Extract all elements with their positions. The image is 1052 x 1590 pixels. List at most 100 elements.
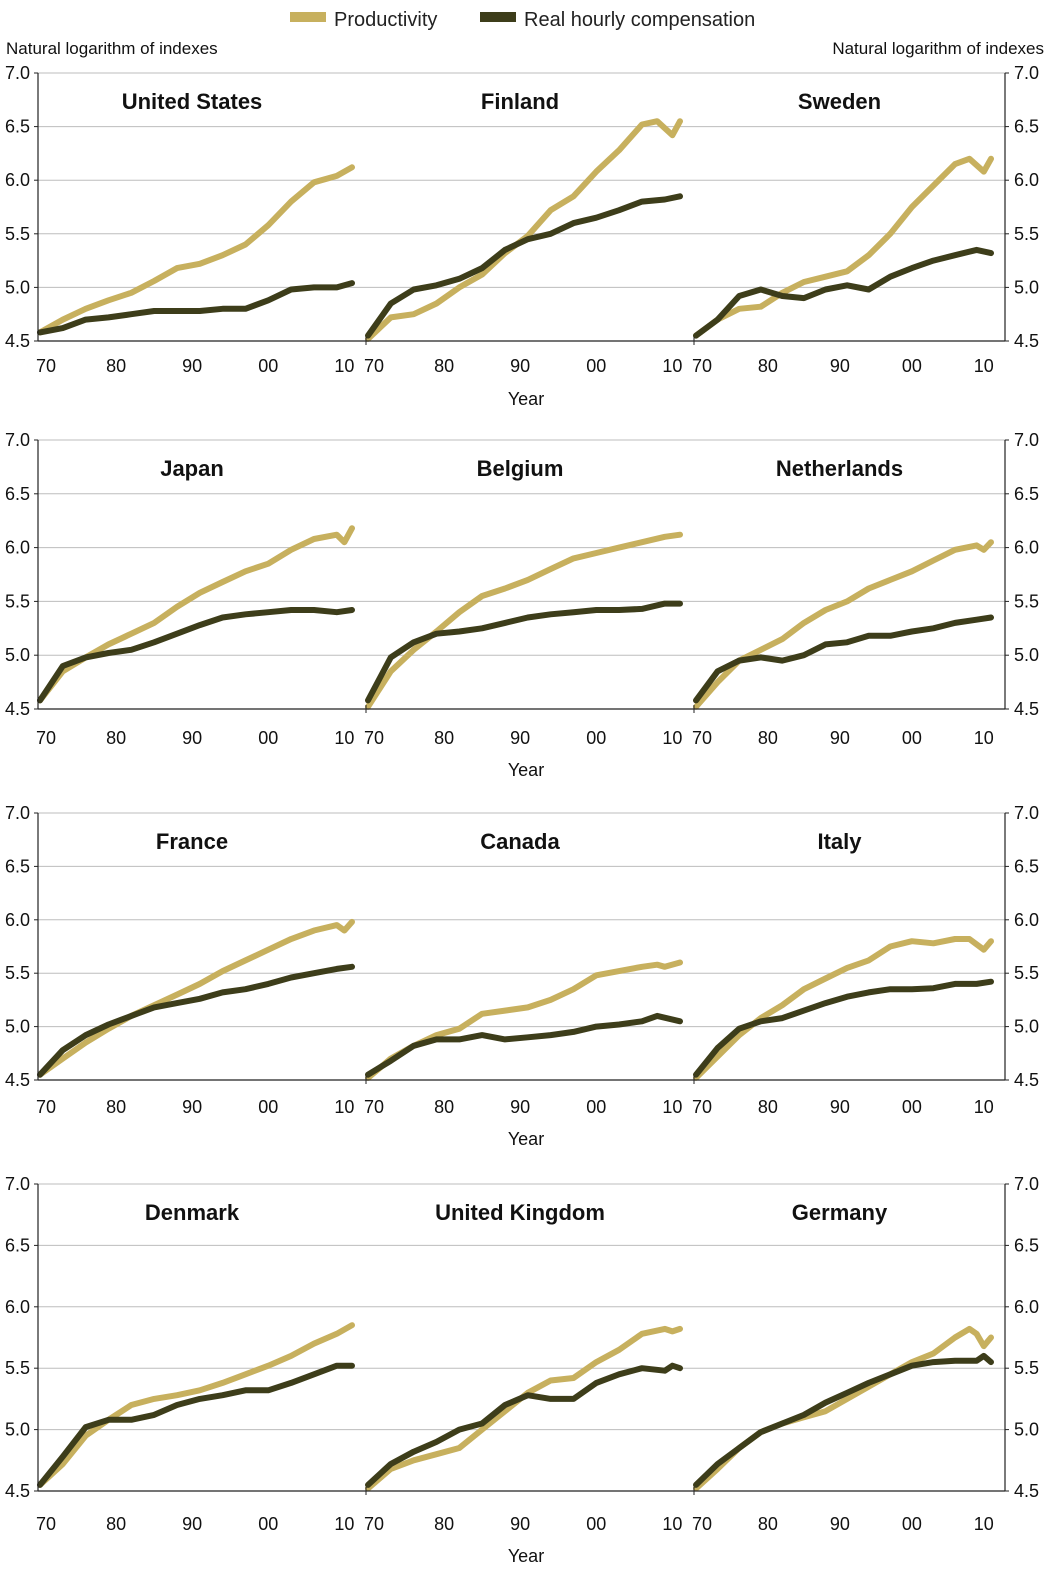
x-tick-label: 90: [182, 1097, 202, 1117]
y-tick-label-left: 5.5: [5, 963, 30, 983]
series-line-compensation: [693, 978, 994, 1078]
panel-title: United Kingdom: [435, 1200, 605, 1225]
panel-title: France: [156, 829, 228, 854]
y-tick-label-right: 6.5: [1014, 117, 1039, 137]
series-line-compensation: [37, 963, 355, 1078]
y-tick-label-left: 7.0: [5, 1174, 30, 1194]
x-tick-label: 70: [692, 356, 712, 376]
y-tick-label-left: 7.0: [5, 63, 30, 83]
x-axis-label: Year: [508, 389, 544, 409]
x-tick-label: 80: [106, 1514, 126, 1534]
panel-title: Belgium: [477, 456, 564, 481]
x-tick-label: 00: [902, 1514, 922, 1534]
y-tick-label-left: 6.0: [5, 170, 30, 190]
x-tick-label: 80: [434, 728, 454, 748]
panel-title: Denmark: [145, 1200, 240, 1225]
series-line-productivity: [37, 1322, 355, 1488]
x-tick-label: 10: [662, 1514, 682, 1534]
x-tick-label: 80: [434, 1514, 454, 1534]
series-line-productivity: [365, 1325, 683, 1492]
row-frame-3: 4.5 4.5 5.0 5.0 5.5 5.5 6.0 6.0 6.5 6.5 7.0 7.0: [5, 1174, 1039, 1501]
panel-finland: Finland 70 80 90 00 10 Year: [364, 72, 694, 409]
y-tick-label-right: 6.0: [1014, 538, 1039, 558]
x-tick-label: 10: [662, 356, 682, 376]
series-line-compensation: [365, 1362, 683, 1488]
row-frame-1: 4.5 4.5 5.0 5.0 5.5 5.5 6.0 6.0 6.5 6.5 7.0 7.0: [5, 430, 1039, 719]
y-tick-label-right: 5.5: [1014, 963, 1039, 983]
x-axis-label: Year: [508, 1546, 544, 1566]
x-tick-label: 80: [106, 728, 126, 748]
y-tick-label-left: 5.0: [5, 645, 30, 665]
series-line-productivity: [693, 1325, 994, 1492]
x-tick-label: 70: [692, 728, 712, 748]
y-tick-label-left: 6.5: [5, 117, 30, 137]
y-tick-label-left: 4.5: [5, 331, 30, 351]
x-tick-label: 00: [586, 728, 606, 748]
y-tick-label-left: 7.0: [5, 803, 30, 823]
row-frame-2: 4.5 4.5 5.0 5.0 5.5 5.5 6.0 6.0 6.5 6.5 7.0 7.0: [5, 803, 1039, 1090]
y-tick-label-right: 6.0: [1014, 1297, 1039, 1317]
x-tick-label: 70: [36, 1514, 56, 1534]
panel-title: Canada: [480, 829, 560, 854]
ylabel-left: Natural logarithm of indexes: [6, 39, 218, 58]
series-line-compensation: [693, 614, 994, 704]
y-tick-label-left: 5.0: [5, 277, 30, 297]
y-tick-label-right: 5.0: [1014, 1420, 1039, 1440]
x-tick-label: 70: [364, 1097, 384, 1117]
x-tick-label: 90: [510, 1097, 530, 1117]
y-tick-label-left: 5.5: [5, 591, 30, 611]
x-axis-label: Year: [508, 760, 544, 780]
series-line-compensation: [365, 600, 683, 704]
series-line-productivity: [37, 525, 355, 704]
y-tick-label-left: 5.0: [5, 1420, 30, 1440]
x-tick-label: 80: [758, 356, 778, 376]
series-line-compensation: [693, 246, 994, 339]
x-tick-label: 90: [830, 1097, 850, 1117]
y-tick-label-left: 6.0: [5, 1297, 30, 1317]
x-tick-label: 90: [510, 1514, 530, 1534]
y-tick-label-right: 5.5: [1014, 224, 1039, 244]
legend-swatch-1: [480, 12, 516, 22]
panel-title: Finland: [481, 89, 559, 114]
y-tick-label-right: 4.5: [1014, 699, 1039, 719]
x-tick-label: 10: [974, 1097, 994, 1117]
x-tick-label: 00: [902, 728, 922, 748]
ylabel-right: Natural logarithm of indexes: [832, 39, 1044, 58]
y-tick-label-right: 7.0: [1014, 1174, 1039, 1194]
x-tick-label: 90: [830, 356, 850, 376]
x-tick-label: 80: [106, 1097, 126, 1117]
panel-title: Italy: [817, 829, 862, 854]
x-tick-label: 10: [662, 1097, 682, 1117]
panel-denmark: Denmark 70 80 90 00 10: [36, 1183, 366, 1534]
panel-italy: Italy 70 80 90 00 10: [692, 812, 1005, 1117]
panel-title: United States: [122, 89, 263, 114]
x-tick-label: 90: [182, 356, 202, 376]
panel-netherlands: Netherlands 70 80 90 00 10: [692, 439, 1005, 748]
x-tick-label: 00: [586, 356, 606, 376]
panel-sweden: Sweden 70 80 90 00 10: [692, 72, 1005, 376]
series-line-compensation: [365, 193, 683, 339]
y-tick-label-right: 7.0: [1014, 803, 1039, 823]
y-tick-label-right: 5.5: [1014, 1358, 1039, 1378]
x-tick-label: 90: [182, 1514, 202, 1534]
x-tick-label: 90: [510, 728, 530, 748]
x-tick-label: 00: [258, 356, 278, 376]
y-tick-label-right: 6.0: [1014, 910, 1039, 930]
series-line-productivity: [365, 118, 683, 342]
y-tick-label-left: 6.5: [5, 856, 30, 876]
legend-swatch-0: [290, 12, 326, 22]
x-axis-label: Year: [508, 1129, 544, 1149]
x-tick-label: 10: [662, 728, 682, 748]
x-tick-label: 80: [106, 356, 126, 376]
panel-united-states: United States 70 80 90 00 10: [36, 72, 366, 376]
x-tick-label: 70: [692, 1097, 712, 1117]
x-tick-label: 90: [830, 728, 850, 748]
x-tick-label: 10: [974, 356, 994, 376]
panels: United States 70 80 90 00 10 Finland 70 80 90 00 10…: [5, 63, 1039, 1566]
x-tick-label: 10: [334, 1514, 354, 1534]
y-tick-label-left: 6.5: [5, 1235, 30, 1255]
x-tick-label: 70: [364, 728, 384, 748]
x-tick-label: 10: [334, 356, 354, 376]
y-tick-label-right: 4.5: [1014, 1070, 1039, 1090]
